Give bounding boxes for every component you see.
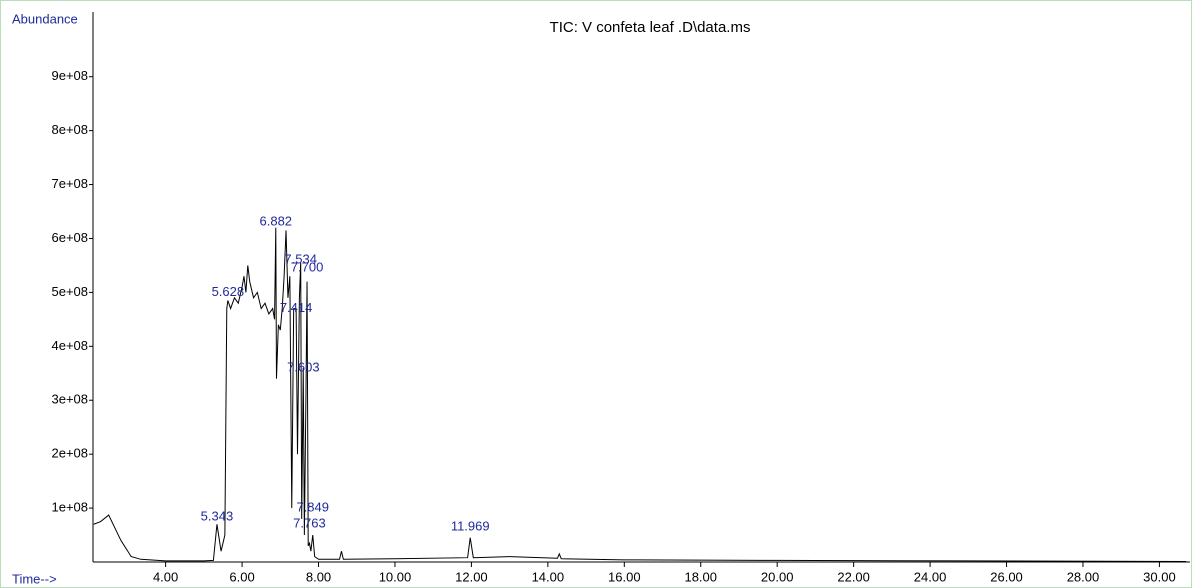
y-tick-label: 6e+08 <box>51 230 88 245</box>
x-tick-label: 14.00 <box>532 569 565 584</box>
peak-label: 7.849 <box>296 500 329 515</box>
x-tick-label: 18.00 <box>684 569 717 584</box>
y-tick-label: 2e+08 <box>51 446 88 461</box>
y-tick-label: 7e+08 <box>51 176 88 191</box>
x-tick-label: 20.00 <box>761 569 794 584</box>
peak-label: 7.700 <box>291 260 324 275</box>
x-tick-label: 12.00 <box>455 569 488 584</box>
x-tick-label: 6.00 <box>229 569 254 584</box>
y-axis-label: Abundance <box>12 11 78 26</box>
x-tick-label: 30.00 <box>1143 569 1176 584</box>
trace <box>93 227 1187 562</box>
x-tick-label: 16.00 <box>608 569 641 584</box>
y-tick-label: 1e+08 <box>51 500 88 515</box>
peak-label: 5.343 <box>201 509 234 524</box>
x-tick-label: 24.00 <box>914 569 947 584</box>
peak-label: 6.882 <box>260 214 293 229</box>
x-tick-label: 4.00 <box>153 569 178 584</box>
y-tick-label: 9e+08 <box>51 68 88 83</box>
peak-label: 7.534 <box>284 251 317 266</box>
x-tick-label: 26.00 <box>990 569 1023 584</box>
y-tick-label: 5e+08 <box>51 284 88 299</box>
peak-label: 7.414 <box>280 300 313 315</box>
x-axis-label: Time--> <box>12 571 57 586</box>
peak-label: 11.969 <box>451 518 490 533</box>
chart-title: TIC: V confeta leaf .D\data.ms <box>550 19 751 36</box>
peak-label: 7.763 <box>293 516 326 531</box>
x-tick-label: 22.00 <box>837 569 870 584</box>
y-tick-label: 4e+08 <box>51 338 88 353</box>
y-tick-label: 8e+08 <box>51 122 88 137</box>
peak-label: 5.628 <box>212 284 245 299</box>
peak-label: 7.603 <box>287 359 320 374</box>
x-tick-label: 10.00 <box>379 569 412 584</box>
y-tick-label: 3e+08 <box>51 392 88 407</box>
x-tick-label: 28.00 <box>1067 569 1100 584</box>
x-tick-label: 8.00 <box>306 569 331 584</box>
